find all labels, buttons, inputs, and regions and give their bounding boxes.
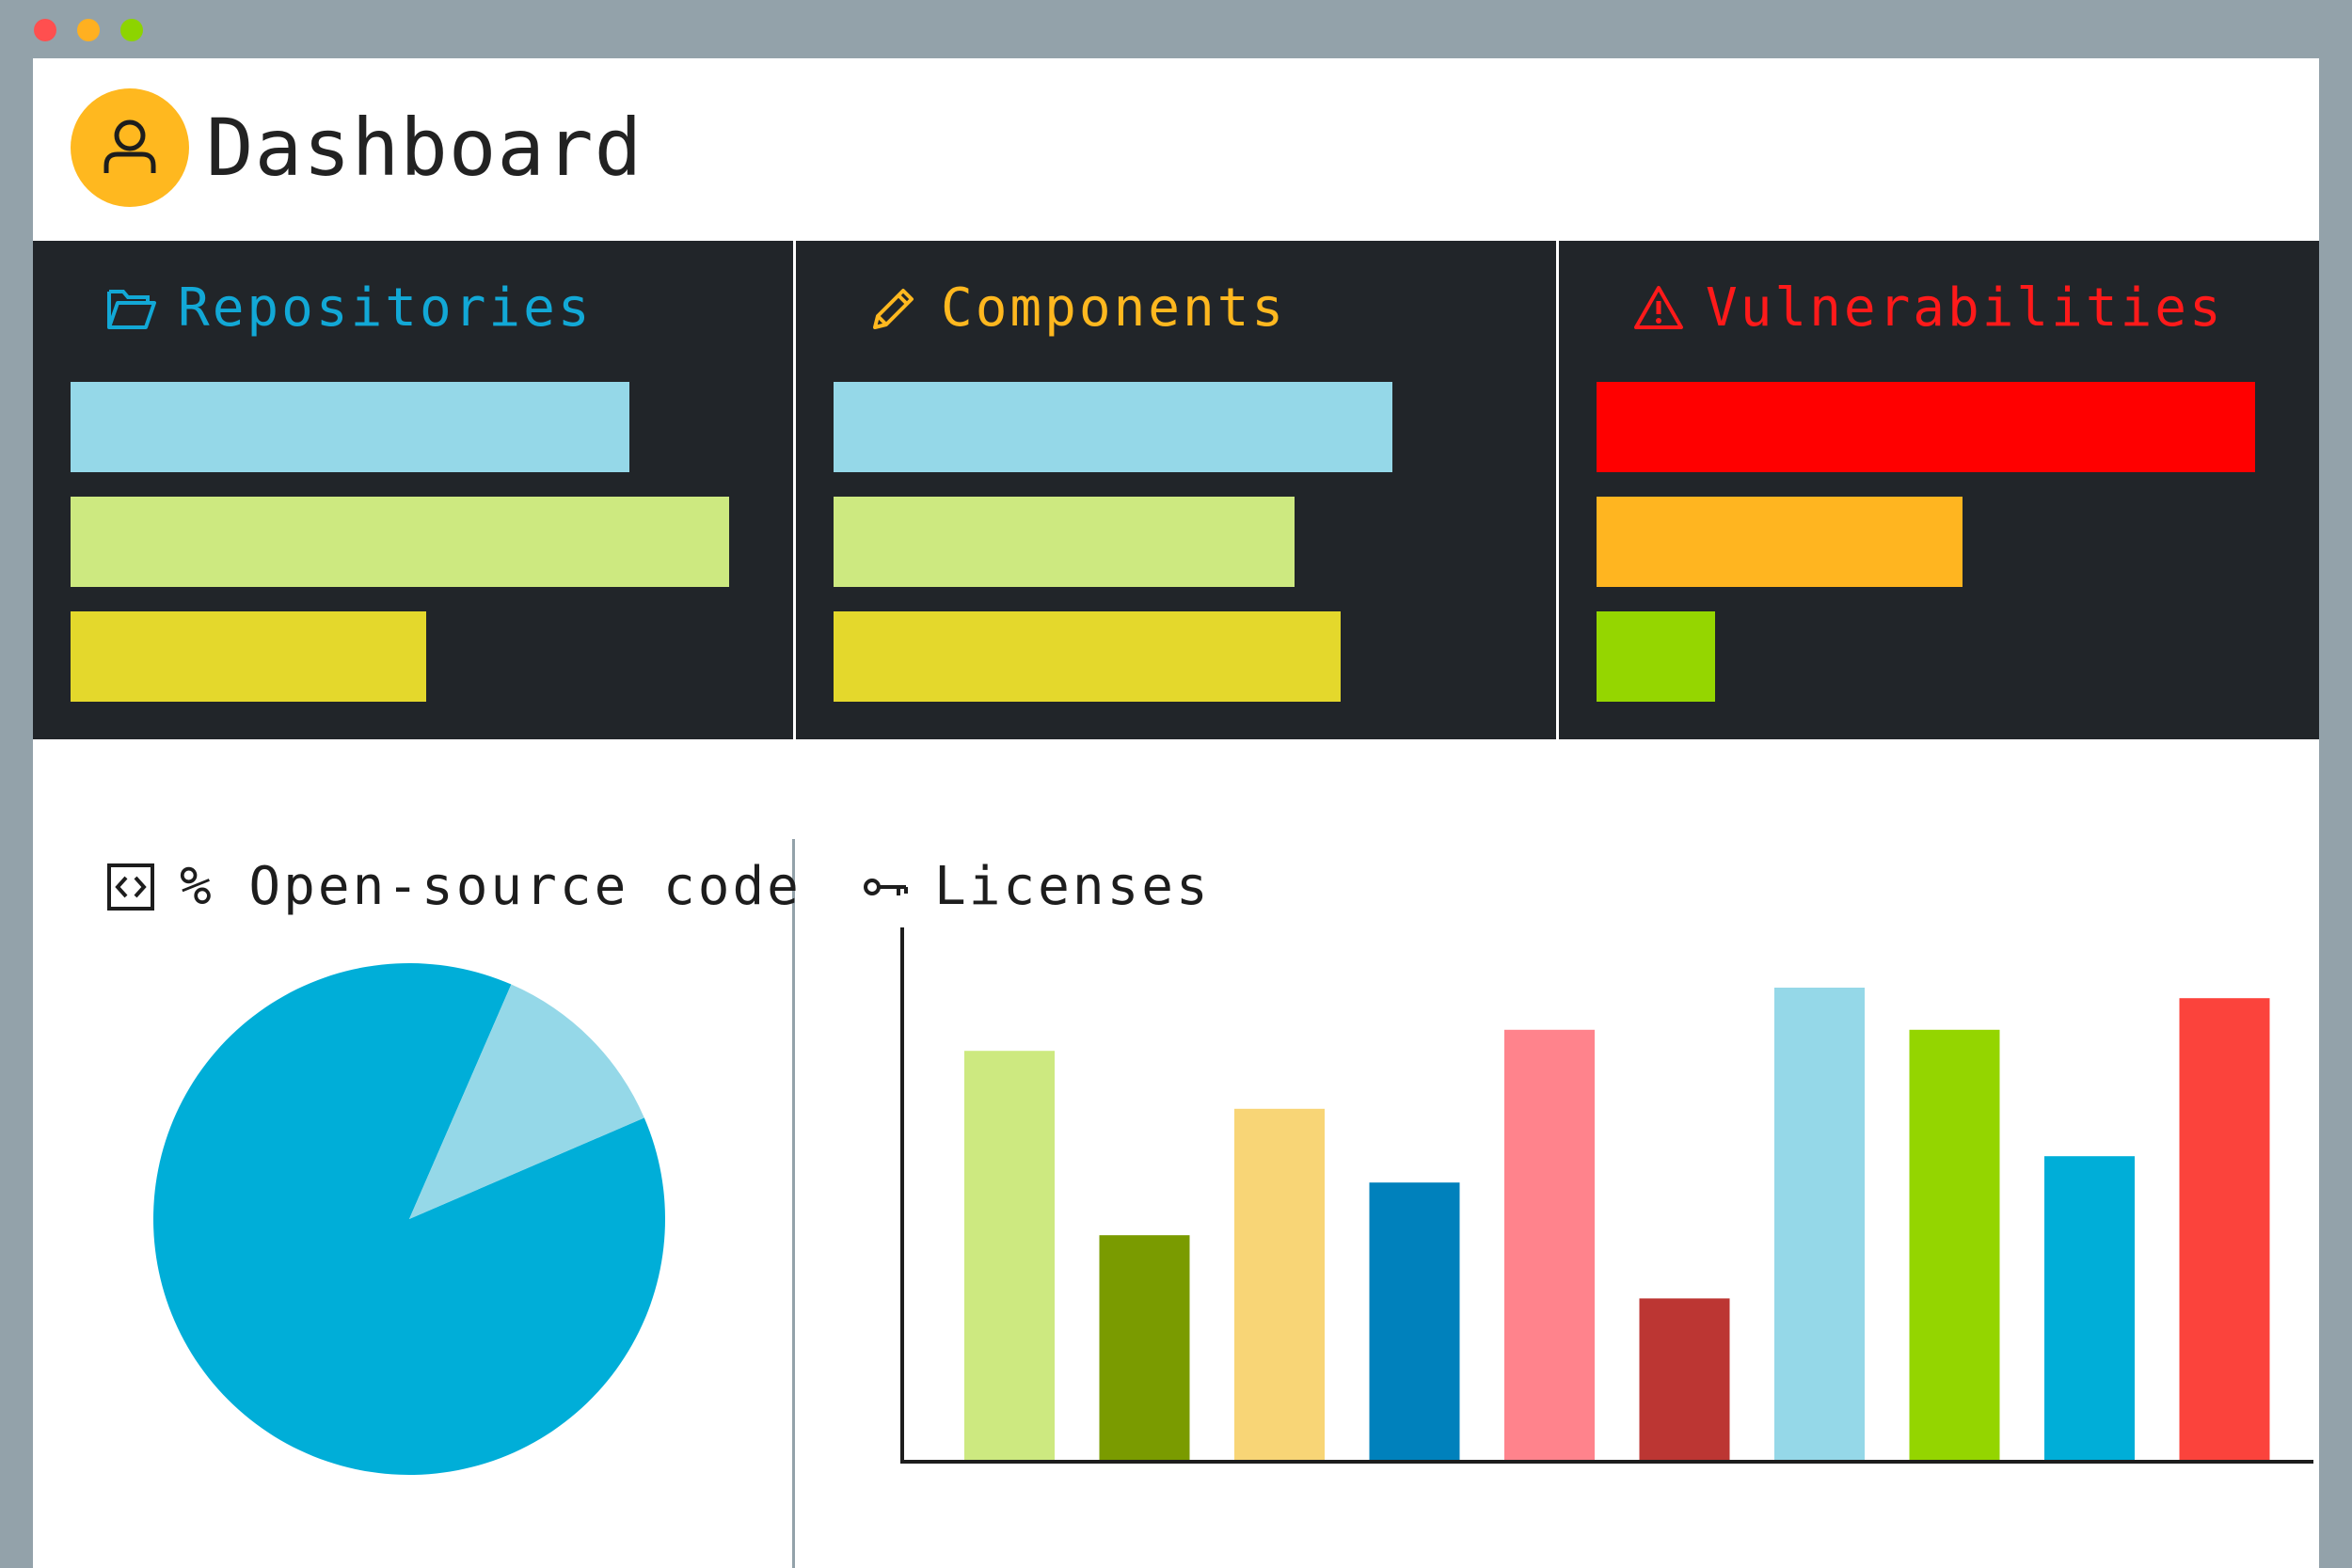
opensource-pie-chart <box>146 956 673 1482</box>
panel-components[interactable]: Components <box>796 241 1556 739</box>
panel-repositories[interactable]: Repositories <box>33 241 793 739</box>
bar-4 <box>1369 1182 1460 1462</box>
bar-3 <box>1234 1108 1325 1462</box>
pie-slice-1 <box>409 984 644 1219</box>
bar-8 <box>1909 1029 2000 1462</box>
header: Dashboard <box>33 58 2319 241</box>
licenses-bar-chart <box>857 927 2319 1501</box>
bar-2 <box>1099 1235 1190 1462</box>
user-icon <box>103 119 156 173</box>
panel-bars <box>834 382 1511 726</box>
bar-6 <box>1639 1298 1730 1462</box>
window-controls <box>34 19 143 41</box>
panel-header: Components <box>869 275 1286 341</box>
opensource-header: % Open-source code <box>106 856 802 917</box>
bar-3 <box>834 611 1341 702</box>
bar-1 <box>834 382 1392 472</box>
avatar[interactable] <box>71 88 189 207</box>
page-title: Dashboard <box>206 102 644 194</box>
summary-panels: Repositories Components <box>33 241 2319 798</box>
panel-bars <box>1597 382 2274 726</box>
panel-label: Vulnerabilities <box>1706 277 2224 339</box>
bar-1 <box>71 382 629 472</box>
panel-bars <box>71 382 748 726</box>
bar-2 <box>71 497 729 587</box>
licenses-title: Licenses <box>934 856 1211 917</box>
section-divider <box>792 839 795 1568</box>
app-window: Dashboard Repositories <box>33 58 2319 1568</box>
bar-9 <box>2044 1156 2135 1462</box>
panel-header: Repositories <box>106 275 593 341</box>
bar-1 <box>964 1051 1055 1462</box>
bar-7 <box>1774 988 1865 1462</box>
licenses-header: Licenses <box>863 856 1211 917</box>
panel-header: Vulnerabilities <box>1632 275 2224 341</box>
folder-icon <box>107 290 156 329</box>
key-icon <box>864 878 908 895</box>
panel-label: Repositories <box>178 277 593 339</box>
code-icon <box>107 863 154 911</box>
panel-label: Components <box>941 277 1287 339</box>
bar-2 <box>834 497 1295 587</box>
bar-3 <box>1597 611 1715 702</box>
close-window-button[interactable] <box>34 19 56 41</box>
bar-1 <box>1597 382 2255 472</box>
maximize-window-button[interactable] <box>120 19 143 41</box>
minimize-window-button[interactable] <box>77 19 100 41</box>
bar-10 <box>2179 998 2270 1462</box>
pencil-icon <box>873 289 914 329</box>
bar-3 <box>71 611 426 702</box>
bar-5 <box>1504 1029 1595 1462</box>
bar-2 <box>1597 497 1963 587</box>
panel-vulnerabilities[interactable]: Vulnerabilities <box>1559 241 2319 739</box>
opensource-title: % Open-source code <box>180 856 802 917</box>
charts-area: % Open-source code Licenses <box>33 739 2319 1568</box>
warning-icon <box>1634 286 1683 329</box>
